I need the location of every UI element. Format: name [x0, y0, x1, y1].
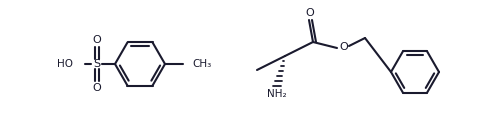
Text: O: O [93, 35, 101, 45]
Text: NH₂: NH₂ [267, 89, 287, 99]
Text: HO: HO [57, 59, 73, 69]
Text: S: S [94, 59, 101, 69]
Text: O: O [306, 8, 314, 18]
Text: CH₃: CH₃ [192, 59, 211, 69]
Text: O: O [340, 42, 348, 52]
Text: O: O [93, 83, 101, 93]
